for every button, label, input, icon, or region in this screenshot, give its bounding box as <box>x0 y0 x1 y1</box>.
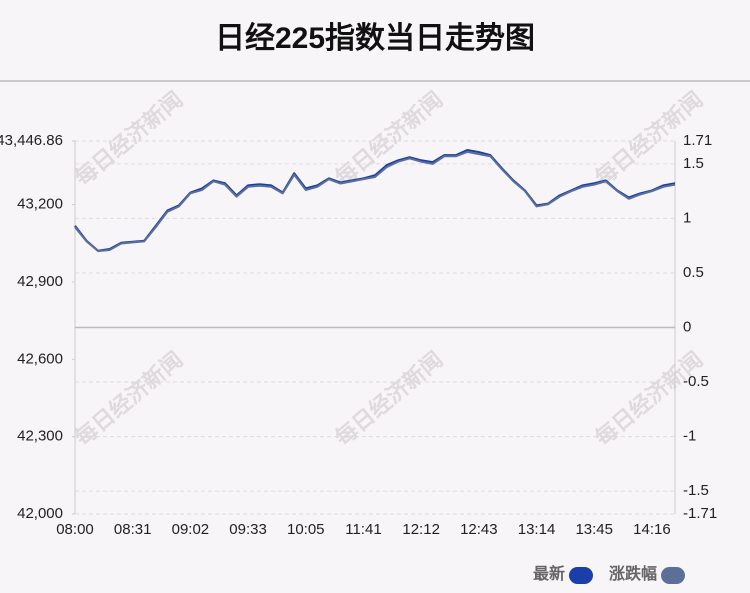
y2-tick-label: -1.71 <box>683 505 717 522</box>
x-tick-label: 13:45 <box>575 521 613 538</box>
legend-label[interactable]: 涨跌幅 <box>609 564 657 583</box>
x-tick-label: 10:05 <box>287 521 325 538</box>
x-tick-label: 14:16 <box>633 521 671 538</box>
y2-tick-label: 1.5 <box>683 155 704 172</box>
y-tick-label: 42,300 <box>17 428 63 445</box>
legend-swatch <box>661 567 685 584</box>
x-tick-label: 09:33 <box>229 521 267 538</box>
x-tick-label: 11:41 <box>345 521 381 538</box>
y2-tick-label: 0 <box>683 318 691 335</box>
legend-swatch <box>569 567 593 584</box>
x-tick-label: 12:12 <box>402 521 440 538</box>
legend-label[interactable]: 最新 <box>533 564 565 583</box>
x-tick-label: 08:31 <box>114 521 152 538</box>
x-tick-label: 09:02 <box>172 521 210 538</box>
y2-tick-label: 1 <box>683 209 691 226</box>
y2-tick-label: 0.5 <box>683 264 704 281</box>
y-tick-label: 42,600 <box>17 350 63 367</box>
y-tick-label: 43,446.86 <box>0 132 63 149</box>
x-tick-label: 12:43 <box>460 521 498 538</box>
y-tick-label: 43,200 <box>17 196 63 213</box>
y2-tick-label: 1.71 <box>683 132 712 149</box>
y2-tick-label: -0.5 <box>683 373 709 390</box>
y2-tick-label: -1 <box>683 428 696 445</box>
x-tick-label: 08:00 <box>56 521 94 538</box>
y-tick-label: 42,000 <box>17 505 63 522</box>
y-tick-label: 42,900 <box>17 273 63 290</box>
series-line <box>74 150 676 253</box>
x-tick-label: 13:14 <box>518 521 556 538</box>
chart-title: 日经225指数当日走势图 <box>215 21 535 55</box>
y2-tick-label: -1.5 <box>683 482 709 499</box>
